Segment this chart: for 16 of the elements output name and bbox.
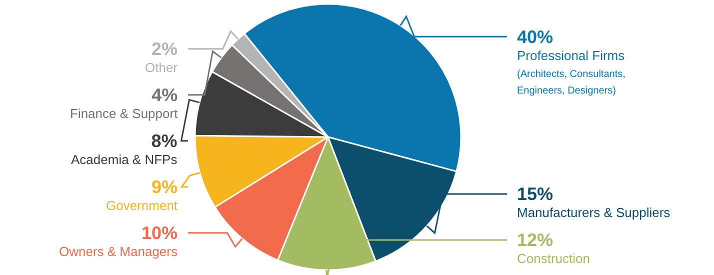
data-label: 9% bbox=[152, 177, 178, 197]
data-label: 12% bbox=[517, 230, 554, 250]
slice-label: Other bbox=[145, 60, 178, 75]
data-label: 8% bbox=[151, 131, 178, 151]
data-label: 40% bbox=[517, 27, 554, 47]
data-label: 4% bbox=[152, 85, 178, 105]
slice-label: Government bbox=[106, 198, 178, 213]
data-label: 15% bbox=[517, 184, 554, 204]
data-label: 10% bbox=[141, 223, 178, 243]
slice-label: Manufacturers & Suppliers bbox=[517, 204, 671, 220]
slice-label: Owners & Managers bbox=[59, 244, 178, 259]
slice-label: Professional Firms (Architects, Consultants, Engineers, Designers) bbox=[517, 48, 626, 97]
data-label: 2% bbox=[152, 39, 178, 59]
slice-label: Academia & NFPs bbox=[71, 152, 178, 167]
slice-label: Finance & Support bbox=[70, 106, 178, 121]
slice-label: Construction bbox=[517, 250, 590, 266]
